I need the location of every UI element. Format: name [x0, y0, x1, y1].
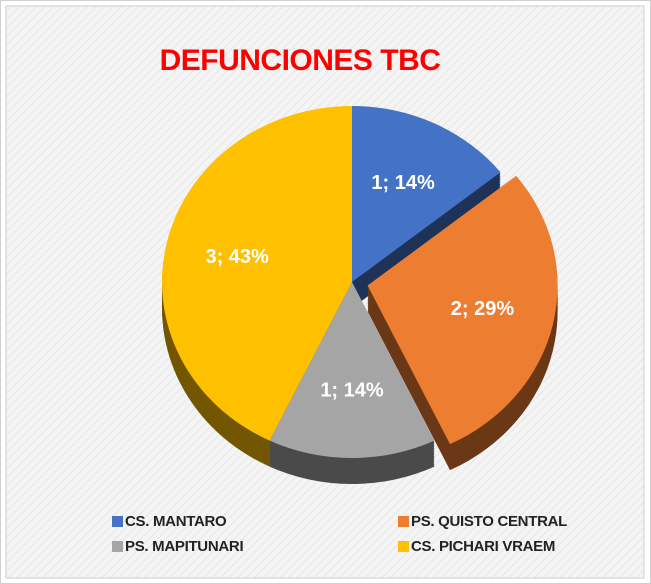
legend-label: CS. MANTARO	[125, 513, 227, 530]
pie: 1; 14% 2; 29% 1; 14% 3; 43%	[162, 106, 558, 484]
legend-swatch	[398, 516, 409, 527]
legend-swatch	[112, 516, 123, 527]
legend-label: CS. PICHARI VRAEM	[411, 538, 555, 555]
slice	[352, 106, 501, 282]
legend-label: PS. MAPITUNARI	[125, 538, 243, 555]
data-label: 2; 29%	[451, 298, 515, 320]
data-label: 1; 14%	[371, 172, 435, 194]
legend-swatch	[112, 541, 123, 552]
legend: CS. MANTARO PS. QUISTO CENTRAL PS. MAPITUN…	[112, 513, 567, 555]
chart-title: DEFUNCIONES TBC	[160, 44, 441, 77]
legend-swatch	[398, 541, 409, 552]
slice	[269, 282, 435, 458]
legend-label: PS. QUISTO CENTRAL	[411, 513, 567, 530]
slice	[162, 106, 352, 441]
slice	[367, 175, 558, 445]
data-label: 3; 43%	[205, 246, 269, 268]
data-label: 1; 14%	[320, 379, 384, 401]
